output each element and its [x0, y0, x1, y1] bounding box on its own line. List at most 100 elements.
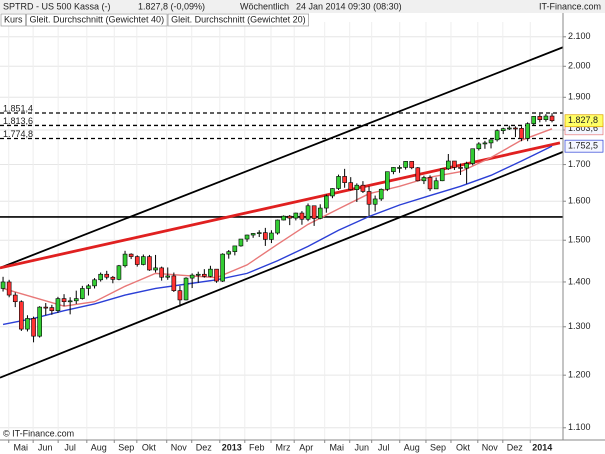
candle-body [366, 191, 372, 205]
candle-body [281, 215, 286, 221]
candle-body [446, 160, 451, 170]
candle-body [348, 182, 354, 190]
candle-body [470, 148, 476, 164]
candle-body [55, 298, 61, 312]
y-tick-label: 1.300 [568, 321, 591, 331]
candle-body [476, 143, 482, 150]
candle-body [507, 127, 512, 130]
x-tick-label: Mrz [276, 442, 291, 452]
value-label: 1.827,8 [568, 115, 598, 125]
candle-body [0, 281, 6, 289]
candle-body [452, 160, 457, 168]
candle-body [232, 245, 238, 252]
y-tick-label: 1.700 [568, 159, 591, 169]
header-bar [0, 0, 605, 13]
candle-body [543, 115, 549, 120]
x-tick-label: 2014 [532, 442, 552, 452]
value-label: 1.803,6 [568, 123, 598, 133]
candle-body [189, 274, 195, 279]
candle-body [244, 234, 250, 240]
x-tick-label: Nov [482, 442, 499, 452]
x-tick-label: Okt [456, 442, 471, 452]
candle-body [378, 188, 384, 200]
candle-body [43, 306, 49, 309]
candle-body [73, 298, 79, 302]
value-label-box [564, 139, 604, 153]
plot-area [0, 22, 563, 440]
legend-label: Gleit. Durchschnitt (Gewichtet 20) [171, 14, 306, 24]
candle-body [494, 130, 500, 141]
interval: Wöchentlich [240, 1, 289, 11]
candle-body [372, 198, 378, 205]
y-tick-label: 1.600 [568, 196, 591, 206]
y-tick-label: 1.500 [568, 235, 591, 245]
y-tick-label: 1.400 [568, 276, 591, 286]
candle-body [220, 253, 225, 282]
candle-body [458, 167, 463, 169]
legend-box [167, 13, 309, 27]
candle-body [537, 116, 543, 120]
trend-line [0, 46, 563, 269]
candle-body [403, 161, 408, 168]
candle-body [183, 277, 189, 301]
candle-body [31, 318, 36, 337]
candle-body [525, 123, 530, 139]
candle-body [287, 215, 293, 219]
candle-body [19, 301, 24, 330]
y-tick-label: 1.200 [568, 370, 591, 380]
symbol: SPTRD - US 500 Kassa (-) [3, 1, 111, 11]
level-label: 1.813,6 [3, 116, 33, 126]
x-tick-label: Mai [329, 442, 344, 452]
legend: Kurs Gleit. Durchschnitt (Gewichtet 40) Gl… [0, 13, 309, 27]
candle-body [409, 161, 415, 169]
candle-body [500, 128, 506, 131]
candle-body [385, 171, 390, 190]
candle-body [238, 238, 244, 247]
x-tick-label: Jul [378, 442, 390, 452]
candle-body [12, 294, 18, 303]
candle-body [202, 273, 207, 277]
y-tick-label: 2.000 [568, 61, 591, 71]
quote: 1.827,8 (-0,09%) [138, 1, 205, 11]
candle-body [226, 251, 232, 255]
x-tick-label: 2013 [222, 442, 242, 452]
x-tick-label: Aug [404, 442, 420, 452]
candle-body [464, 163, 469, 169]
candle-body [128, 253, 134, 257]
candle-body [275, 219, 280, 234]
candle-body [360, 184, 366, 192]
candle-body [195, 273, 201, 276]
candle-body [293, 212, 299, 219]
candle-body [25, 318, 30, 330]
x-tick-label: Sep [118, 442, 134, 452]
x-tick-label: Feb [249, 442, 265, 452]
candle-body [141, 256, 146, 265]
level-label: 1.774,8 [3, 129, 33, 139]
candle-body [311, 205, 317, 219]
candle-body [134, 256, 140, 265]
value-label-box [564, 114, 604, 128]
value-label: 1.752,5 [568, 141, 598, 151]
candle-body [165, 275, 171, 278]
candle-body [397, 167, 402, 169]
candle-body [354, 184, 360, 190]
x-tick-label: Jul [64, 442, 76, 452]
candle-body [122, 253, 128, 267]
legend-box [0, 13, 26, 27]
footer: © IT-Finance.com [3, 428, 74, 438]
candle-body [147, 256, 152, 271]
candle-body [171, 275, 177, 291]
candle-body [256, 232, 262, 234]
candle-body [92, 279, 97, 287]
candle-body [531, 116, 537, 124]
candle-body [80, 288, 85, 299]
candle-body [208, 268, 213, 277]
candle-body [549, 115, 555, 122]
candle-body [61, 298, 67, 303]
candle-body [391, 167, 396, 173]
x-tick-label: Jun [354, 442, 369, 452]
x-tick-label: Sep [430, 442, 446, 452]
candle-body [488, 139, 494, 144]
candle-body [305, 205, 311, 220]
x-tick-label: Aug [91, 442, 107, 452]
